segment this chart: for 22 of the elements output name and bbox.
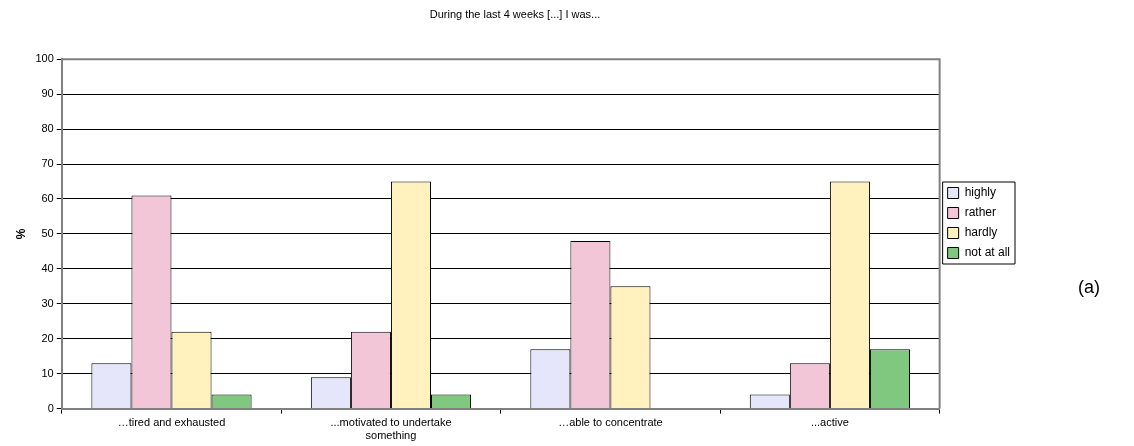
x-tick-label: …able to concentrate <box>558 416 663 429</box>
text: (a) <box>1078 277 1100 298</box>
x-tick-label: …tired and exhausted <box>117 416 226 429</box>
y-tick-label: 90 <box>41 87 54 100</box>
y-tick-label: 10 <box>41 366 54 379</box>
y-tick-label: 70 <box>41 157 54 170</box>
x-tick-label: ...active <box>810 416 849 429</box>
chart-title: During the last 4 weeks [...] I was... <box>429 7 601 20</box>
y-tick-label: 40 <box>41 261 54 274</box>
y-tick-label: 60 <box>41 191 54 204</box>
legend-label: not at all <box>964 245 1011 260</box>
legend-label: hardly <box>964 225 998 240</box>
y-tick-label: 30 <box>41 296 54 309</box>
y-tick-label: 20 <box>41 331 54 344</box>
x-tick-label: ...motivated to undertake something <box>330 416 452 442</box>
y-tick-label: 0 <box>47 401 54 414</box>
y-tick-label: 80 <box>41 122 54 135</box>
y-tick-label: 100 <box>35 52 54 65</box>
legend-label: rather <box>964 205 996 220</box>
y-tick-label: 50 <box>41 226 54 239</box>
y-axis-title: % <box>13 228 28 240</box>
legend-label: highly <box>964 185 996 200</box>
